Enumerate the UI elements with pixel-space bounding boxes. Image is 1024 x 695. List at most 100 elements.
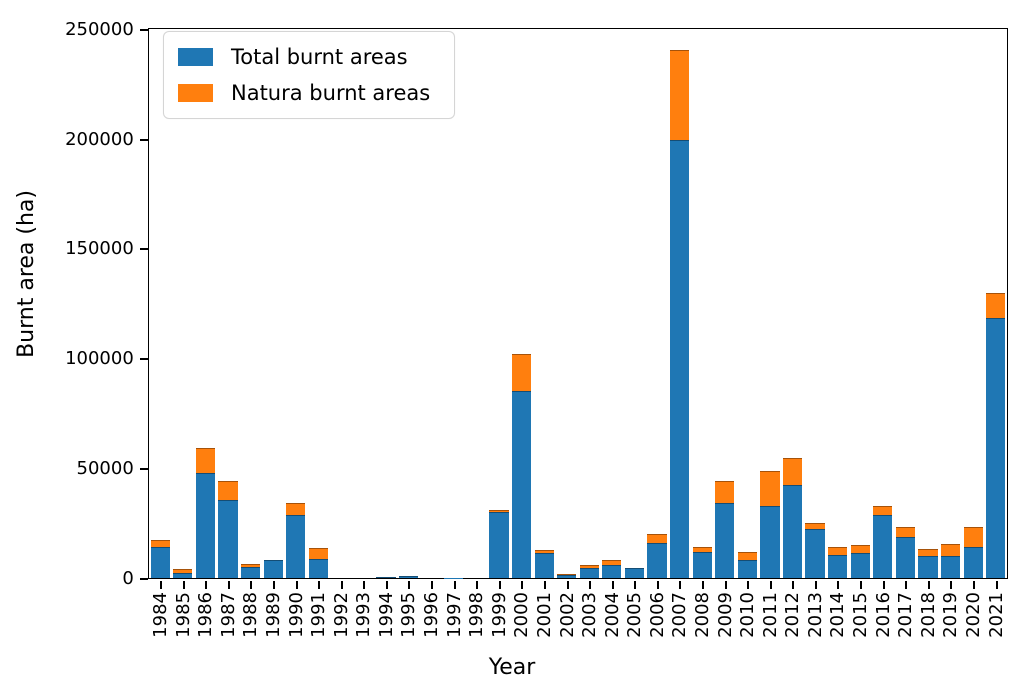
bar-2014-natura bbox=[828, 547, 848, 556]
y-tick bbox=[140, 28, 149, 31]
bar-1987-natura bbox=[218, 480, 238, 501]
x-tick-label: 1993 bbox=[353, 591, 375, 638]
bar-1984-total bbox=[150, 547, 170, 578]
x-tick-label: 2007 bbox=[669, 591, 691, 638]
bar-2004-total bbox=[602, 565, 622, 578]
bar-2018-total bbox=[918, 556, 938, 578]
x-tick bbox=[205, 580, 208, 589]
bar-1991-natura bbox=[308, 548, 328, 560]
x-tick bbox=[543, 580, 546, 589]
x-tick bbox=[385, 580, 388, 589]
x-tick-label: 1984 bbox=[150, 591, 172, 638]
bar-2008-total bbox=[692, 551, 712, 578]
bar-1986-natura bbox=[195, 448, 216, 473]
x-tick bbox=[182, 580, 185, 589]
x-tick-label: 2014 bbox=[827, 591, 849, 638]
x-tick bbox=[272, 580, 275, 589]
x-tick bbox=[566, 580, 569, 589]
bar-2011-total bbox=[760, 505, 780, 578]
x-tick-label: 2018 bbox=[917, 591, 939, 638]
x-tick bbox=[792, 580, 795, 589]
x-tick-label: 1986 bbox=[195, 591, 217, 638]
x-tick bbox=[363, 580, 366, 589]
bar-2006-natura bbox=[647, 534, 667, 543]
x-tick bbox=[882, 580, 885, 589]
bar-1990-total bbox=[286, 514, 306, 578]
x-tick-label: 1991 bbox=[308, 591, 330, 638]
bar-2019-total bbox=[940, 556, 961, 578]
x-tick-label: 2004 bbox=[601, 591, 623, 638]
bar-2003-total bbox=[579, 568, 599, 578]
y-tick-label: 250000 bbox=[65, 18, 134, 40]
y-tick bbox=[140, 248, 149, 251]
x-tick-label: 1985 bbox=[172, 591, 194, 638]
x-tick-label: 1995 bbox=[398, 591, 420, 638]
x-tick bbox=[318, 580, 321, 589]
x-tick-label: 1992 bbox=[330, 591, 352, 638]
y-tick bbox=[140, 468, 149, 470]
x-tick bbox=[950, 580, 953, 589]
bar-2011-natura bbox=[760, 471, 780, 506]
bar-2015-total bbox=[850, 552, 870, 578]
x-tick-label: 2010 bbox=[737, 591, 759, 638]
plot-area bbox=[148, 28, 1008, 579]
bar-2005-total bbox=[624, 568, 645, 578]
y-tick bbox=[140, 577, 149, 580]
x-tick-label: 2015 bbox=[850, 591, 872, 638]
bar-1986-total bbox=[195, 472, 216, 578]
bar-2013-total bbox=[805, 529, 825, 578]
bar-2003-natura bbox=[579, 565, 599, 569]
x-tick bbox=[701, 580, 704, 589]
bar-2015-natura bbox=[850, 545, 870, 553]
bar-2018-natura bbox=[918, 549, 938, 557]
x-tick bbox=[679, 580, 682, 589]
bar-2007-total bbox=[670, 139, 690, 578]
y-tick bbox=[140, 358, 149, 361]
bar-2009-natura bbox=[715, 480, 735, 504]
bar-1999-natura bbox=[489, 509, 509, 513]
bar-2021-total bbox=[986, 317, 1006, 578]
y-tick-label: 100000 bbox=[65, 348, 134, 370]
bar-2001-natura bbox=[534, 549, 554, 553]
x-tick-label: 2003 bbox=[579, 591, 601, 638]
bar-1995-total bbox=[399, 576, 419, 578]
x-tick-label: 1996 bbox=[421, 591, 443, 638]
x-tick bbox=[408, 580, 411, 589]
x-tick bbox=[453, 580, 456, 589]
x-tick-label: 1999 bbox=[488, 591, 510, 638]
x-tick-label: 2019 bbox=[940, 591, 962, 638]
x-tick bbox=[521, 580, 524, 589]
x-tick-label: 1989 bbox=[262, 591, 284, 638]
x-tick bbox=[431, 580, 434, 589]
bar-1990-natura bbox=[286, 502, 306, 515]
bar-2002-total bbox=[557, 574, 577, 578]
x-tick bbox=[476, 580, 479, 589]
x-tick-label: 1990 bbox=[285, 591, 307, 638]
bar-1984-natura bbox=[150, 539, 170, 548]
bar-2004-natura bbox=[602, 560, 622, 566]
legend-swatch-natura-icon bbox=[178, 84, 213, 102]
legend-item-natura: Natura burnt areas bbox=[178, 80, 430, 106]
bar-2008-natura bbox=[692, 546, 712, 552]
bar-2006-total bbox=[647, 542, 667, 578]
y-tick-label: 150000 bbox=[65, 238, 134, 260]
x-tick bbox=[769, 580, 772, 589]
x-tick-label: 2008 bbox=[691, 591, 713, 638]
bar-2002-natura bbox=[557, 573, 577, 575]
bar-1985-natura bbox=[173, 568, 193, 574]
x-tick-label: 2002 bbox=[556, 591, 578, 638]
x-tick bbox=[995, 580, 998, 589]
bar-2010-total bbox=[737, 560, 757, 578]
bar-2017-natura bbox=[895, 527, 915, 537]
bar-2007-natura bbox=[670, 49, 690, 140]
legend-label-natura: Natura burnt areas bbox=[231, 81, 431, 105]
x-tick-label: 2012 bbox=[782, 591, 804, 638]
x-tick-label: 2020 bbox=[962, 591, 984, 638]
bar-2013-natura bbox=[805, 523, 825, 530]
x-tick bbox=[972, 580, 975, 589]
bar-1988-total bbox=[241, 567, 261, 578]
bar-1994-total bbox=[376, 577, 396, 578]
x-tick-label: 2013 bbox=[804, 591, 826, 638]
x-tick-label: 2000 bbox=[511, 591, 533, 638]
